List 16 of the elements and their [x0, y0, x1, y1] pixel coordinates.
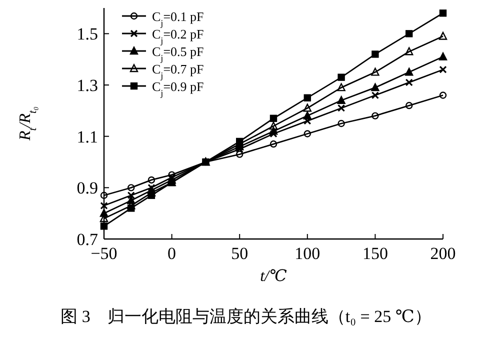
- legend-label: C$_{j}$=0.1 pF: [152, 9, 204, 28]
- legend-label: C$_{j}$=0.5 pF: [152, 44, 204, 63]
- legend-label: C$_{j}$=0.9 pF: [152, 79, 204, 98]
- x-tick-label: 50: [231, 244, 248, 263]
- legend-label: C$_{j}$=0.2 pF: [152, 26, 204, 46]
- x-axis-title: t/℃: [260, 268, 287, 285]
- y-tick-label: 1.5: [76, 24, 98, 44]
- x-tick-label: 0: [168, 244, 176, 263]
- y-tick-label: 1.1: [76, 127, 98, 146]
- y-tick-label: 0.9: [76, 178, 98, 198]
- x-tick-label: 100: [294, 244, 320, 263]
- y-tick-label: 1.3: [76, 76, 98, 95]
- legend-label: C$_{j}$=0.7 pF: [152, 62, 204, 80]
- x-tick-label: 150: [362, 244, 388, 263]
- caption: 图 3 归一化电阻与温度的关系曲线（t₀ = 25 ℃）: [60, 307, 432, 326]
- x-tick-label: 200: [430, 244, 456, 263]
